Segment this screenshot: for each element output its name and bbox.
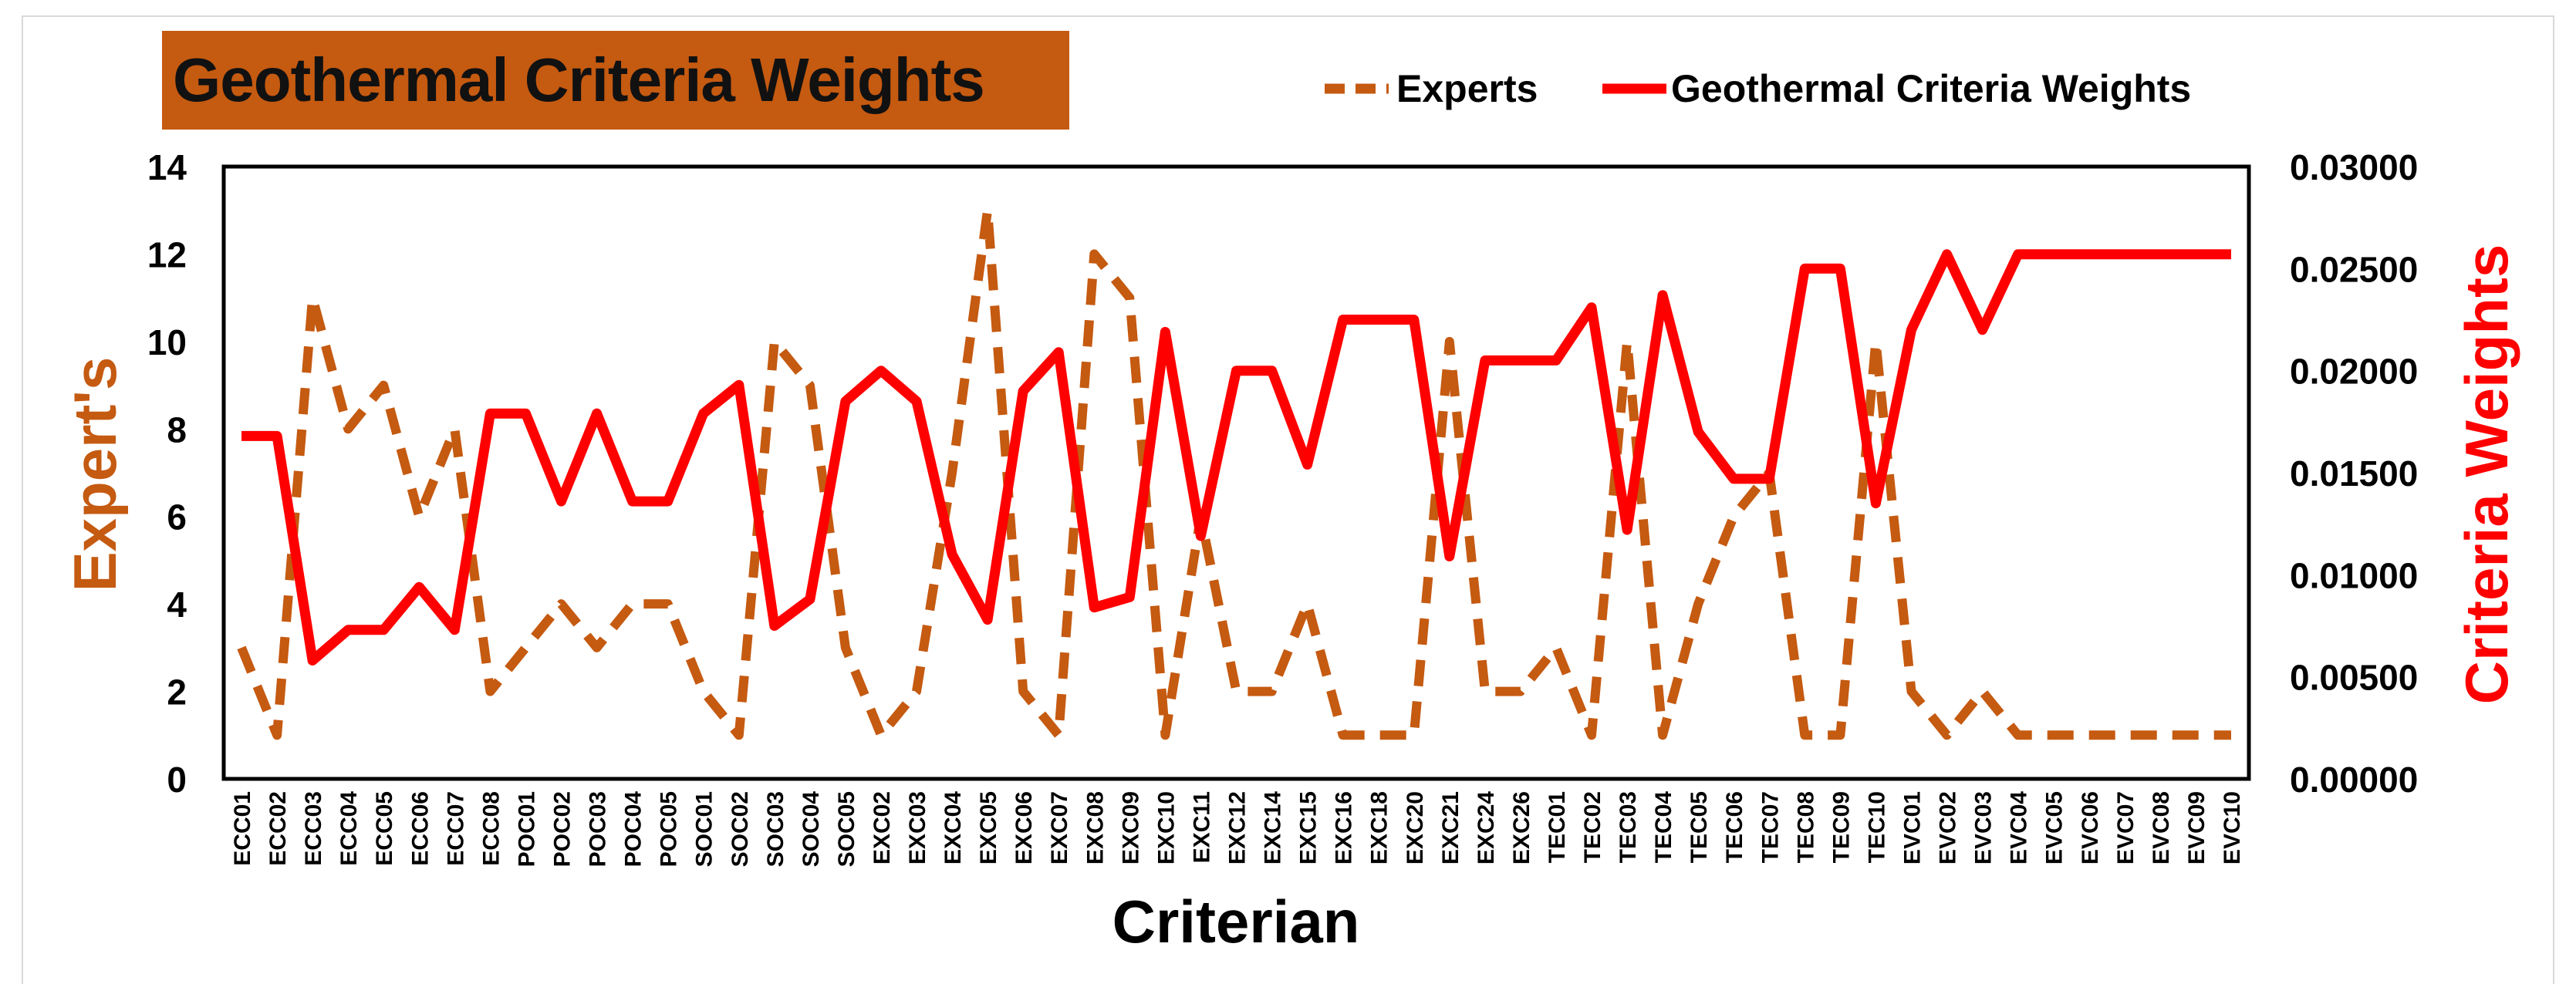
x-tick-label: EXC24 (1474, 791, 1499, 864)
x-tick-label: TEC04 (1651, 791, 1676, 864)
y-right-tick-label: 0.00000 (2290, 760, 2418, 800)
y-left-tick-label: 6 (167, 497, 187, 537)
x-tick-label: EXC03 (905, 791, 930, 864)
x-tick-label: EXC12 (1225, 791, 1251, 864)
chart-frame (22, 15, 2554, 984)
x-tick-label: EXC07 (1047, 791, 1072, 864)
x-tick-label: SOC03 (763, 791, 788, 867)
x-tick-label: EXC21 (1438, 791, 1464, 864)
x-tick-label: EXC09 (1118, 791, 1143, 864)
x-axis-title: Criterian (1112, 888, 1360, 955)
y-right-tick-label: 0.03000 (2290, 147, 2418, 187)
x-tick-label: EVC09 (2184, 791, 2210, 864)
y-right-tick-label: 0.00500 (2290, 658, 2418, 698)
x-tick-label: ECC01 (230, 791, 255, 866)
y-right-tick-label: 0.02000 (2290, 352, 2418, 392)
x-tick-label: EXC20 (1403, 791, 1428, 864)
x-tick-label: TEC06 (1722, 791, 1747, 863)
x-tick-label: EVC08 (2149, 791, 2174, 864)
x-tick-label: EVC10 (2220, 791, 2245, 864)
x-tick-label: EVC01 (1900, 791, 1926, 864)
x-tick-label: ECC04 (336, 791, 362, 866)
y-left-tick-label: 8 (167, 409, 187, 450)
x-tick-label: POC01 (514, 791, 539, 867)
x-tick-label: EXC16 (1332, 791, 1357, 864)
x-tick-label: EXC06 (1011, 791, 1037, 864)
y-right-tick-label: 0.02500 (2290, 249, 2418, 289)
x-tick-label: ECC08 (478, 791, 504, 866)
x-tick-label: SOC04 (798, 791, 824, 868)
x-tick-label: POC05 (657, 791, 682, 867)
x-tick-label: EXC14 (1261, 791, 1286, 864)
x-tick-label: EXC08 (1082, 791, 1108, 864)
x-tick-label: SOC01 (692, 791, 717, 867)
y-left-axis-title: Expert's (61, 357, 129, 592)
y-left-tick-label: 0 (167, 760, 187, 800)
x-tick-label: TEC03 (1615, 791, 1641, 863)
x-tick-label: EVC07 (2113, 791, 2139, 864)
plot-area-border (221, 164, 2251, 781)
y-left-tick-label: 4 (167, 585, 187, 625)
x-tick-label: EVC05 (2042, 791, 2068, 864)
legend-label-criteria-weights: Geothermal Criteria Weights (1671, 67, 2191, 110)
x-tick-label: TEC05 (1686, 791, 1712, 863)
y-right-tick-label: 0.01000 (2290, 555, 2418, 595)
y-right-axis-title: Criteria Weights (2453, 244, 2520, 705)
x-tick-label: TEC07 (1757, 791, 1783, 863)
x-tick-label: ECC03 (301, 791, 326, 866)
x-tick-label: EVC02 (1936, 791, 1961, 864)
x-tick-label: EXC05 (976, 791, 1001, 864)
x-tick-label: TEC08 (1793, 791, 1818, 863)
x-tick-label: SOC05 (834, 791, 859, 867)
x-tick-label: EXC11 (1189, 791, 1214, 863)
x-tick-label: EVC04 (2007, 791, 2032, 864)
x-tick-label: EXC04 (940, 791, 966, 864)
x-tick-label: TEC01 (1545, 791, 1570, 863)
y-left-tick-label: 14 (147, 147, 187, 187)
x-tick-label: ECC07 (443, 791, 468, 866)
y-left-tick-label: 10 (147, 322, 187, 362)
chart-title-box: Geothermal Criteria Weights (162, 31, 1069, 130)
y-left-tick-label: 2 (167, 672, 187, 713)
x-tick-label: SOC02 (728, 791, 753, 867)
x-tick-label: EXC02 (869, 791, 895, 864)
series-line-experts (237, 205, 2231, 740)
x-tick-label: EXC26 (1509, 791, 1534, 864)
y-left-tick-label: 12 (147, 234, 187, 275)
x-tick-label: EVC03 (1971, 791, 1997, 864)
x-tick-label: EVC06 (2078, 791, 2103, 864)
series-line-criteria-weights (241, 249, 2231, 666)
x-tick-label: ECC02 (265, 791, 291, 866)
x-tick-label: TEC09 (1828, 791, 1854, 863)
chart-title: Geothermal Criteria Weights (173, 45, 985, 114)
x-tick-label: ECC06 (407, 791, 433, 866)
x-tick-label: ECC05 (372, 791, 397, 866)
legend-label-experts: Experts (1396, 67, 1538, 110)
x-tick-label: POC02 (550, 791, 576, 867)
x-tick-label: TEC10 (1864, 791, 1889, 863)
x-tick-label: EXC15 (1296, 791, 1322, 864)
x-tick-label: EXC10 (1153, 791, 1179, 864)
x-tick-label: TEC02 (1580, 791, 1605, 863)
y-right-tick-label: 0.01500 (2290, 453, 2418, 494)
x-tick-label: POC04 (621, 791, 647, 868)
x-tick-label: EXC18 (1367, 791, 1393, 864)
x-tick-label: POC03 (586, 791, 611, 867)
